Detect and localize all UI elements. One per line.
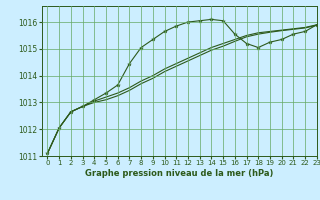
X-axis label: Graphe pression niveau de la mer (hPa): Graphe pression niveau de la mer (hPa) — [85, 169, 273, 178]
